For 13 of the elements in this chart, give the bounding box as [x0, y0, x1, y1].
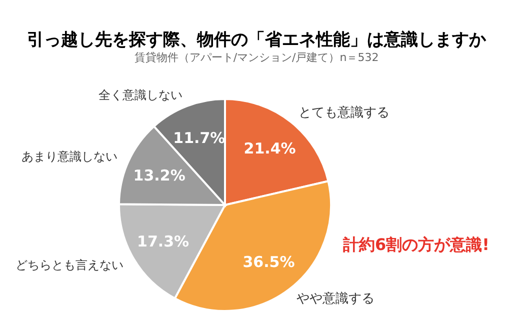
text: 計約6割の方が意識!: [342, 235, 490, 254]
slice-label: あまり意識しない: [21, 150, 118, 164]
slice-label: とても意識する: [298, 106, 390, 121]
data-label: 21.4%: [244, 140, 296, 158]
slice-label: どちらとも言えない: [15, 258, 124, 272]
chart-title: 引っ越し先を探す際、物件の「省エネ性能」は意識しますか: [27, 30, 487, 50]
slice-label: 全く意識しない: [98, 88, 183, 102]
slice-label: やや意識する: [296, 292, 375, 307]
chart-subtitle: 賃貸物件（アパート/マンション/戸建て）n＝532: [134, 51, 379, 64]
data-label: 11.7%: [173, 128, 226, 147]
data-label: 36.5%: [242, 253, 295, 272]
data-label: 17.3%: [137, 232, 190, 251]
data-label: 13.2%: [133, 166, 186, 184]
